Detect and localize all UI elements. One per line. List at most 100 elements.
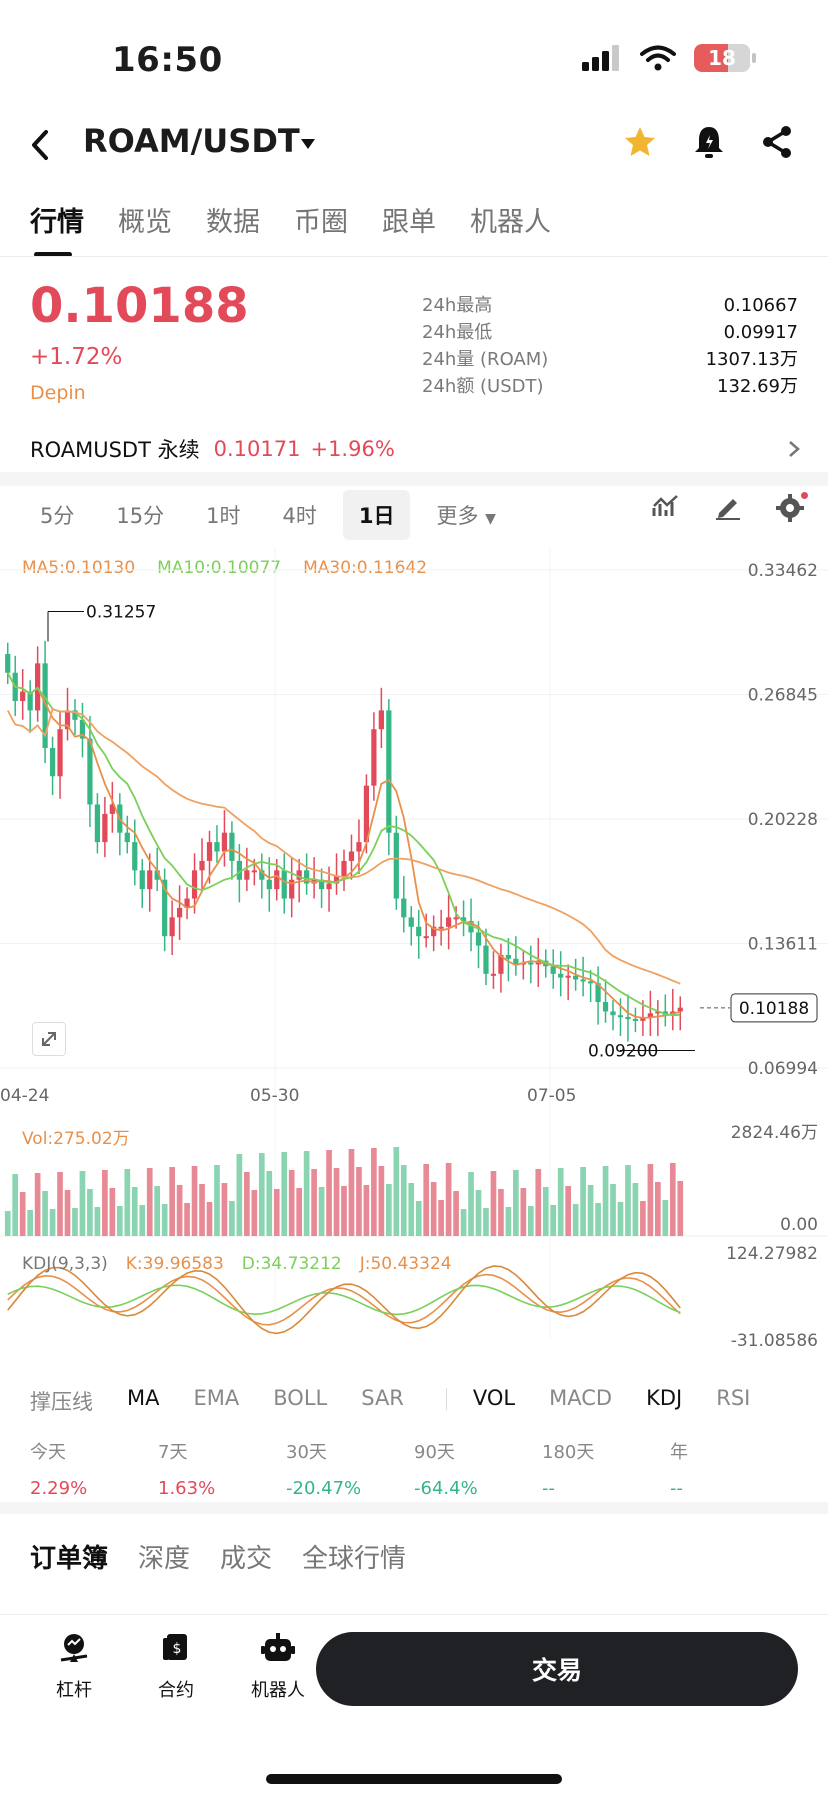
- candle-body: [79, 719, 86, 739]
- indicator-vol[interactable]: VOL: [472, 1386, 516, 1410]
- robot-button[interactable]: 机器人: [248, 1632, 308, 1702]
- leverage-label: 杠杆: [56, 1680, 92, 1701]
- tab-market[interactable]: 行情: [30, 200, 84, 257]
- stat-value: 1307.13万: [705, 349, 798, 370]
- volume-bar: [214, 1165, 220, 1236]
- section-divider: [0, 1502, 828, 1514]
- tab-copy-trade[interactable]: 跟单: [382, 207, 436, 238]
- interval-4h[interactable]: 4时: [282, 504, 317, 528]
- candle-body: [87, 738, 93, 805]
- perf-value: --: [542, 1478, 555, 1499]
- perpetual-name: ROAMUSDT 永续: [30, 438, 200, 462]
- tab-global-market[interactable]: 全球行情: [302, 1544, 407, 1574]
- sector-tag[interactable]: Depin: [30, 382, 86, 404]
- candle-body: [587, 981, 594, 984]
- volume-bar: [393, 1147, 400, 1236]
- volume-bar: [109, 1188, 116, 1236]
- price-axis-label: 0.13611: [748, 935, 818, 955]
- indicator-icon[interactable]: [652, 494, 680, 520]
- performance-row: 今天 2.29% 7天 1.63% 30天 -20.47% 90天 -64.4% 180…: [30, 1438, 810, 1499]
- bottom-actions: 杠杆 $ 合约 机器人: [44, 1632, 308, 1702]
- perf-7d: 7天 1.63%: [158, 1438, 286, 1499]
- volume-bar: [4, 1211, 11, 1236]
- settings-button[interactable]: [776, 492, 808, 526]
- leverage-button[interactable]: 杠杆: [44, 1632, 104, 1702]
- section-divider: [0, 472, 828, 486]
- tab-trades[interactable]: 成交: [220, 1544, 273, 1574]
- current-price-label: 0.10188: [739, 999, 809, 1019]
- caret-down-icon[interactable]: [300, 138, 316, 150]
- candle-body: [393, 832, 399, 899]
- volume-bar: [236, 1154, 243, 1236]
- volume-bar: [281, 1152, 288, 1236]
- indicator-kdj[interactable]: KDJ: [646, 1386, 683, 1410]
- perf-label: 30天: [286, 1442, 327, 1463]
- share-icon[interactable]: [760, 124, 794, 160]
- indicator-macd[interactable]: MACD: [549, 1386, 613, 1410]
- volume-bar: [602, 1166, 609, 1236]
- draw-pen-icon[interactable]: [714, 494, 742, 520]
- indicator-ema[interactable]: EMA: [193, 1386, 240, 1410]
- candle-body: [580, 979, 586, 982]
- candle-body: [625, 1017, 631, 1020]
- volume-bar: [184, 1203, 190, 1236]
- interval-5m[interactable]: 5分: [40, 504, 75, 528]
- perf-value: 2.29%: [30, 1478, 88, 1499]
- volume-bar: [669, 1163, 676, 1236]
- candle-body: [244, 870, 250, 880]
- back-icon[interactable]: [26, 128, 56, 162]
- candle-body: [154, 870, 160, 880]
- volume-bar: [513, 1170, 519, 1236]
- kdj-title: KDJ(9,3,3): [22, 1254, 108, 1274]
- interval-more[interactable]: 更多 ▼: [420, 490, 511, 540]
- contract-button[interactable]: $ 合约: [146, 1632, 206, 1702]
- volume-bar: [341, 1186, 347, 1236]
- tab-community[interactable]: 币圈: [294, 207, 348, 238]
- volume-bar: [191, 1166, 198, 1236]
- candle-body: [326, 883, 332, 890]
- interval-1d[interactable]: 1日: [342, 490, 411, 540]
- volume-bar: [154, 1186, 161, 1236]
- volume-bar: [176, 1185, 183, 1236]
- leverage-icon: [60, 1634, 88, 1662]
- candle-body: [498, 954, 504, 974]
- interval-1h[interactable]: 1时: [206, 504, 241, 528]
- trade-button[interactable]: 交易: [316, 1632, 798, 1706]
- battery-level: 18: [708, 46, 736, 70]
- tab-data[interactable]: 数据: [206, 207, 260, 238]
- tab-overview[interactable]: 概览: [118, 207, 172, 238]
- ma5-line: [6, 672, 681, 1019]
- alert-bell-icon[interactable]: [692, 124, 726, 160]
- kdj-j-line: [7, 1265, 681, 1335]
- candle-body: [475, 932, 482, 946]
- svg-text:$: $: [173, 1641, 182, 1657]
- expand-chart-button[interactable]: [32, 1022, 66, 1056]
- candle-body: [184, 898, 190, 908]
- favorite-star-icon[interactable]: [622, 124, 658, 160]
- pair-selector[interactable]: ROAM/USDT: [83, 122, 300, 160]
- volume-bar: [625, 1165, 631, 1236]
- volume-bar: [632, 1183, 639, 1236]
- volume-bar: [587, 1185, 594, 1236]
- tab-orderbook[interactable]: 订单簿: [30, 1544, 109, 1574]
- perpetual-link[interactable]: ROAMUSDT 永续 0.10171 +1.96%: [30, 434, 800, 464]
- volume-bar: [535, 1169, 542, 1236]
- tab-depth[interactable]: 深度: [138, 1544, 191, 1574]
- stat-value: 0.09917: [723, 322, 798, 343]
- volume-bar: [527, 1206, 534, 1236]
- orderbook-tabs: 订单簿 深度 成交 全球行情: [30, 1538, 406, 1575]
- candle-body: [632, 1018, 639, 1021]
- price-axis-label: 0.33462: [748, 561, 818, 581]
- tab-bots[interactable]: 机器人: [470, 207, 551, 238]
- indicator-rsi[interactable]: RSI: [716, 1386, 751, 1410]
- price-chart[interactable]: 0.33462 0.26845 0.20228 0.13611 0.06994 04-24…: [0, 548, 828, 1378]
- kdj-j: J:50.43324: [359, 1254, 452, 1274]
- chart-tools: [652, 492, 808, 526]
- kdj-legend: KDJ(9,3,3) K:39.96583 D:34.73212 J:50.43…: [22, 1254, 452, 1274]
- indicator-boll[interactable]: BOLL: [273, 1386, 328, 1410]
- interval-15m[interactable]: 15分: [116, 504, 165, 528]
- indicator-sar[interactable]: SAR: [361, 1386, 404, 1410]
- indicator-ma[interactable]: MA: [127, 1386, 160, 1410]
- candle-body: [348, 851, 355, 861]
- indicator-support-resistance[interactable]: 撑压线: [30, 1390, 93, 1414]
